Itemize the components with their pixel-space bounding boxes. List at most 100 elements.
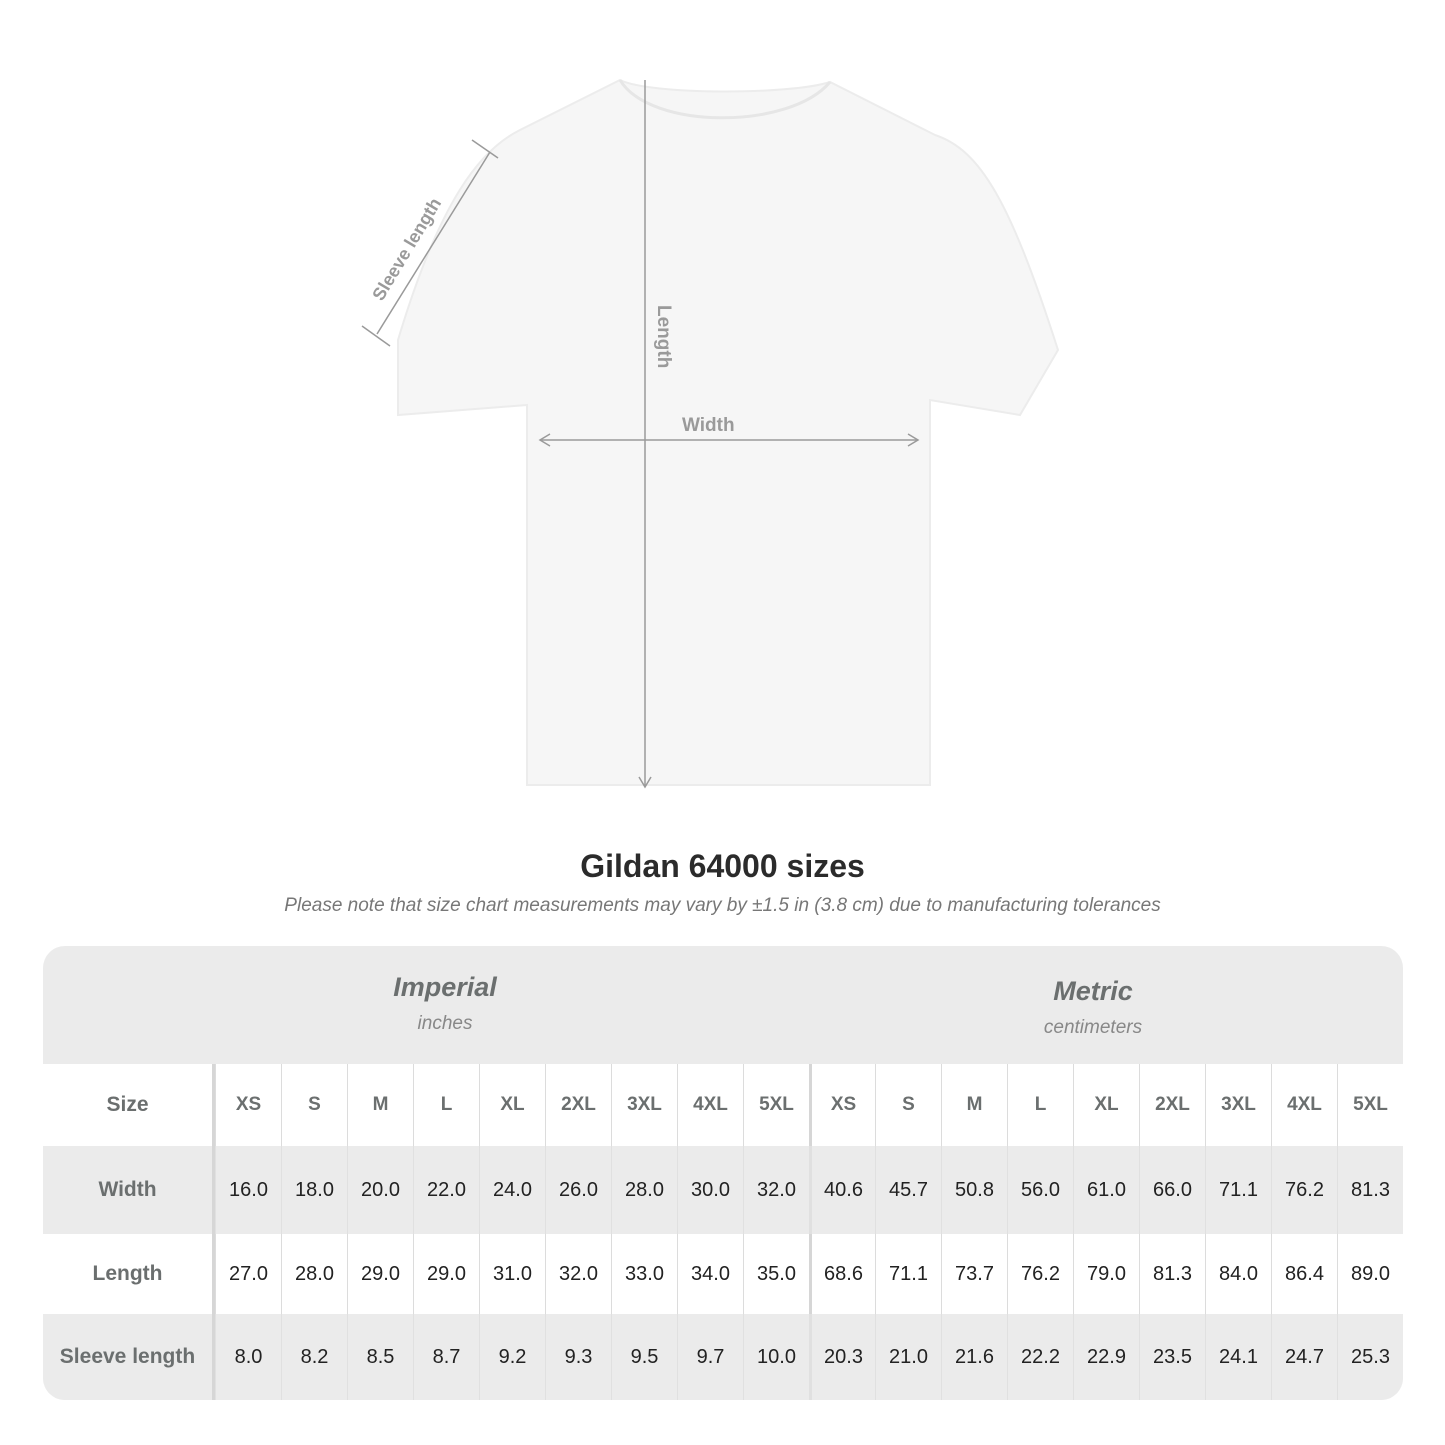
imperial-value-cell: 32.0	[743, 1146, 809, 1234]
size-header-cell: 4XL	[677, 1064, 743, 1146]
imperial-value-cell: 31.0	[479, 1234, 545, 1314]
metric-value-cell: 81.3	[1337, 1146, 1403, 1234]
length-arrow-bottom	[638, 776, 652, 789]
size-header-cell: 5XL	[743, 1064, 809, 1146]
imperial-value-cell: 9.2	[479, 1314, 545, 1400]
imperial-value-cell: 28.0	[281, 1234, 347, 1314]
metric-value-cell: 61.0	[1073, 1146, 1139, 1234]
metric-value-cell: 22.2	[1007, 1314, 1073, 1400]
width-label: Width	[682, 415, 735, 436]
size-header-cell: M	[347, 1064, 413, 1146]
size-header-cell: S	[281, 1064, 347, 1146]
metric-value-cell: 23.5	[1139, 1314, 1205, 1400]
metric-header: Metric centimeters	[853, 950, 1333, 1068]
size-header-cell: 3XL	[611, 1064, 677, 1146]
imperial-header: Imperial inches	[215, 946, 675, 1064]
table-row: Width 16.0 18.0 20.0 22.0 24.0 26.0 28.0 30.0 32.…	[43, 1146, 1403, 1234]
tshirt-diagram: Sleeve length Length Width	[361, 78, 1060, 789]
size-header-cell: 4XL	[1271, 1064, 1337, 1146]
imperial-value-cell: 30.0	[677, 1146, 743, 1234]
metric-value-cell: 76.2	[1271, 1146, 1337, 1234]
metric-value-cell: 24.1	[1205, 1314, 1271, 1400]
row-label: Sleeve length	[43, 1314, 215, 1400]
sleeve-tick-bottom	[361, 325, 391, 347]
metric-value-cell: 79.0	[1073, 1234, 1139, 1314]
imperial-value-cell: 16.0	[215, 1146, 281, 1234]
row-label: Width	[43, 1146, 215, 1234]
metric-value-cell: 73.7	[941, 1234, 1007, 1314]
metric-value-cell: 20.3	[809, 1314, 875, 1400]
size-header-cell: 3XL	[1205, 1064, 1271, 1146]
imperial-value-cell: 28.0	[611, 1146, 677, 1234]
imperial-value-cell: 8.7	[413, 1314, 479, 1400]
table-row: Sleeve length 8.0 8.2 8.5 8.7 9.2 9.3 9.5 9.7 10.…	[43, 1314, 1403, 1400]
imperial-value-cell: 20.0	[347, 1146, 413, 1234]
metric-value-cell: 71.1	[875, 1234, 941, 1314]
metric-value-cell: 84.0	[1205, 1234, 1271, 1314]
tolerance-note: Please note that size chart measurements…	[284, 895, 1161, 916]
metric-value-cell: 22.9	[1073, 1314, 1139, 1400]
imperial-value-cell: 32.0	[545, 1234, 611, 1314]
imperial-value-cell: 26.0	[545, 1146, 611, 1234]
metric-unit: centimeters	[1043, 1017, 1143, 1038]
size-header-row: Size XS S M L XL 2XL 3XL 4XL 5XL XS S M L XL 2XL 3XL 4XL 5…	[43, 1064, 1403, 1146]
tshirt-collar	[618, 79, 832, 120]
size-header-cell: XL	[479, 1064, 545, 1146]
imperial-title: Imperial	[393, 972, 497, 1002]
metric-value-cell: 56.0	[1007, 1146, 1073, 1234]
metric-value-cell: 45.7	[875, 1146, 941, 1234]
size-header-cell: L	[413, 1064, 479, 1146]
length-label: Length	[653, 305, 674, 368]
imperial-value-cell: 9.3	[545, 1314, 611, 1400]
metric-value-cell: 71.1	[1205, 1146, 1271, 1234]
sleeve-tick-top	[471, 139, 499, 159]
imperial-value-cell: 24.0	[479, 1146, 545, 1234]
imperial-value-cell: 9.5	[611, 1314, 677, 1400]
imperial-value-cell: 8.2	[281, 1314, 347, 1400]
size-header-cell: 2XL	[1139, 1064, 1205, 1146]
imperial-value-cell: 8.0	[215, 1314, 281, 1400]
page-title: Gildan 64000 sizes	[580, 848, 865, 884]
size-header-cell: M	[941, 1064, 1007, 1146]
row-label: Size	[43, 1064, 215, 1146]
imperial-value-cell: 27.0	[215, 1234, 281, 1314]
imperial-value-cell: 33.0	[611, 1234, 677, 1314]
size-header-cell: XL	[1073, 1064, 1139, 1146]
width-arrow-right	[907, 433, 920, 447]
metric-value-cell: 76.2	[1007, 1234, 1073, 1314]
metric-value-cell: 21.0	[875, 1314, 941, 1400]
metric-value-cell: 50.8	[941, 1146, 1007, 1234]
size-header-cell: 5XL	[1337, 1064, 1403, 1146]
size-header-cell: L	[1007, 1064, 1073, 1146]
metric-value-cell: 24.7	[1271, 1314, 1337, 1400]
imperial-value-cell: 29.0	[347, 1234, 413, 1314]
metric-value-cell: 25.3	[1337, 1314, 1403, 1400]
size-header-cell: XS	[215, 1064, 281, 1146]
width-arrow-left	[538, 433, 551, 447]
metric-value-cell: 40.6	[809, 1146, 875, 1234]
row-label: Length	[43, 1234, 215, 1314]
imperial-value-cell: 34.0	[677, 1234, 743, 1314]
imperial-value-cell: 29.0	[413, 1234, 479, 1314]
table-row: Length 27.0 28.0 29.0 29.0 31.0 32.0 33.0 34.0 35…	[43, 1234, 1403, 1314]
size-header-cell: S	[875, 1064, 941, 1146]
imperial-value-cell: 9.7	[677, 1314, 743, 1400]
size-table: Imperial inches Metric centimeters Size X…	[43, 946, 1403, 1400]
metric-value-cell: 21.6	[941, 1314, 1007, 1400]
imperial-value-cell: 10.0	[743, 1314, 809, 1400]
imperial-value-cell: 22.0	[413, 1146, 479, 1234]
tshirt-shape	[397, 78, 1060, 786]
metric-title: Metric	[1053, 976, 1133, 1006]
imperial-value-cell: 35.0	[743, 1234, 809, 1314]
metric-value-cell: 86.4	[1271, 1234, 1337, 1314]
size-header-cell: XS	[809, 1064, 875, 1146]
metric-value-cell: 68.6	[809, 1234, 875, 1314]
imperial-unit: inches	[417, 1013, 473, 1034]
imperial-value-cell: 8.5	[347, 1314, 413, 1400]
sleeve-measure-line	[376, 151, 491, 335]
metric-value-cell: 81.3	[1139, 1234, 1205, 1314]
size-header-cell: 2XL	[545, 1064, 611, 1146]
metric-value-cell: 89.0	[1337, 1234, 1403, 1314]
imperial-value-cell: 18.0	[281, 1146, 347, 1234]
metric-value-cell: 66.0	[1139, 1146, 1205, 1234]
